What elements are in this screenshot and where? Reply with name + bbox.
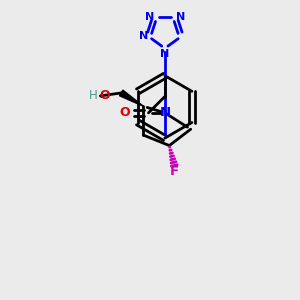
Text: O: O <box>120 106 130 119</box>
Text: N: N <box>160 49 170 59</box>
Text: N: N <box>176 12 185 22</box>
Text: N: N <box>159 106 170 119</box>
Text: O: O <box>99 89 110 102</box>
Polygon shape <box>119 90 143 106</box>
Text: N: N <box>139 31 148 41</box>
Text: F: F <box>170 165 179 178</box>
Text: N: N <box>145 12 154 22</box>
Text: -: - <box>99 91 103 103</box>
Text: H: H <box>89 89 98 102</box>
